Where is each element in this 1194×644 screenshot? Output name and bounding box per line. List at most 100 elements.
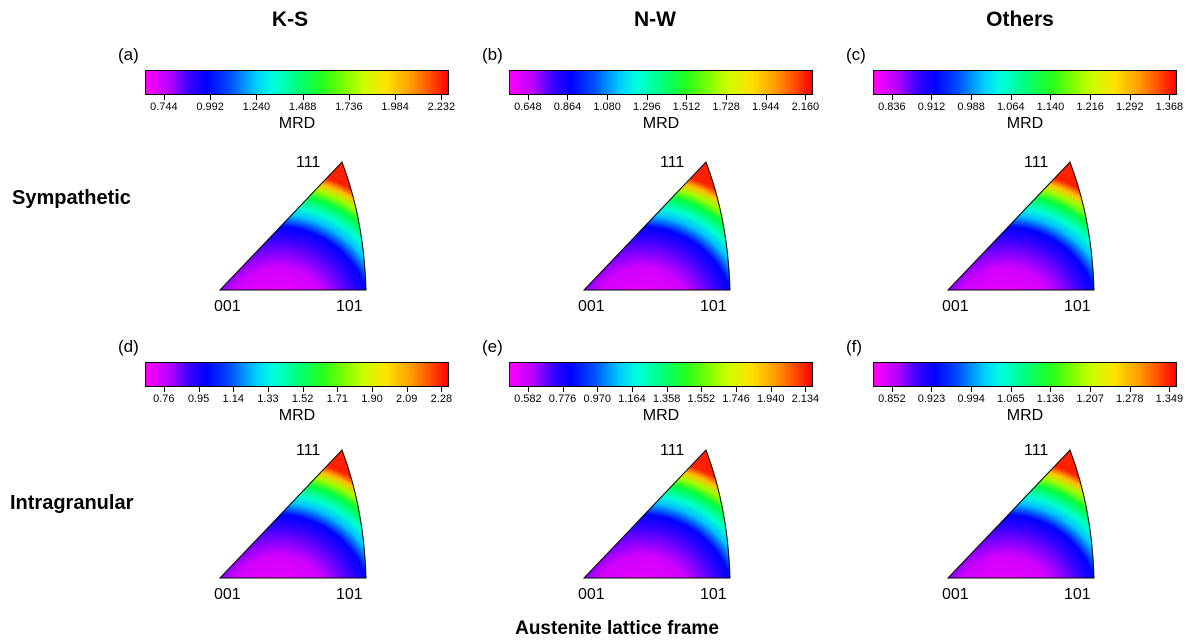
colorbar-label: MRD [642, 407, 680, 424]
colorbar-label: MRD [278, 115, 316, 132]
colorbar-tick-label: 1.292 [1115, 101, 1144, 113]
colorbar [145, 362, 449, 387]
colorbar [509, 362, 813, 387]
colorbar-tick [1010, 387, 1012, 392]
colorbar-tick-label: 0.994 [957, 393, 985, 405]
colorbar-tick-label: 2.134 [791, 393, 820, 405]
colorbar-tick [971, 387, 973, 392]
colorbar-tick [527, 95, 529, 100]
pole-001-label: 001 [214, 586, 241, 603]
colorbar-tick [666, 387, 668, 392]
colorbar-tick [1129, 387, 1131, 392]
colorbar-tick-label: 0.970 [583, 393, 611, 405]
colorbar-tick [441, 95, 443, 100]
colorbar-tick-label: 1.080 [593, 101, 621, 113]
pole-001-label: 001 [578, 586, 605, 603]
colorbar-tick [406, 387, 408, 392]
colorbar-tick [256, 95, 258, 100]
pole-101-label: 101 [336, 298, 363, 315]
colorbar-tick-label: 1.488 [288, 101, 317, 113]
colorbar [145, 70, 449, 95]
colorbar-tick [210, 95, 212, 100]
colorbar-tick [1169, 95, 1171, 100]
colorbar-tick-label: 1.164 [618, 393, 646, 405]
ipf-triangle [582, 161, 731, 291]
panel-label: (b) [482, 45, 503, 64]
colorbar-tick [1169, 387, 1171, 392]
colorbar-tick-label: 1.14 [222, 393, 244, 405]
pole-111-label: 111 [1024, 442, 1049, 459]
colorbar-tick-label: 2.28 [430, 393, 453, 405]
colorbar-tick [1090, 387, 1092, 392]
figure-footer: Austenite lattice frame [515, 618, 719, 639]
colorbar-tick-label: 0.864 [553, 101, 582, 113]
pole-111-label: 111 [1024, 154, 1049, 171]
colorbar-tick [372, 387, 373, 392]
colorbar-tick [765, 95, 767, 100]
colorbar-tick-label: 1.368 [1155, 101, 1184, 113]
colorbar-tick-label: 0.988 [957, 101, 985, 113]
colorbar-tick [701, 387, 703, 392]
pole-001-label: 001 [214, 298, 241, 315]
colorbar-tick-label: 1.33 [257, 393, 279, 405]
colorbar-tick [562, 387, 564, 392]
ipf-fill [582, 449, 731, 579]
pole-101-label: 101 [1064, 298, 1091, 315]
ipf-triangle [946, 161, 1095, 291]
colorbar [509, 70, 813, 95]
colorbar-tick [1050, 95, 1052, 100]
colorbar-tick [233, 387, 235, 392]
colorbar-tick-label: 1.736 [335, 101, 363, 113]
colorbar-tick-label: 1.552 [687, 393, 716, 405]
colorbar-tick-label: 1.52 [291, 393, 314, 405]
pole-101-label: 101 [700, 298, 727, 315]
colorbar-tick [395, 95, 397, 100]
colorbar-tick-label: 0.852 [878, 393, 906, 405]
colorbar-label: MRD [1006, 115, 1044, 132]
pole-001-label: 001 [578, 298, 605, 315]
colorbar-tick-label: 1.71 [326, 393, 349, 405]
pole-111-label: 111 [296, 442, 321, 459]
colorbar-tick-label: 0.992 [196, 101, 224, 113]
colorbar-tick-label: 0.95 [187, 393, 210, 405]
colorbar-tick [441, 387, 443, 392]
colorbar-tick [527, 387, 529, 392]
colorbar-tick-label: 0.923 [917, 393, 946, 405]
colorbar-tick [631, 387, 633, 392]
pole-001-label: 001 [942, 586, 969, 603]
colorbar-tick-label: 0.76 [153, 393, 175, 405]
ipf-triangle [218, 449, 367, 579]
ipf-fill [582, 161, 731, 291]
colorbar-tick-label: 2.09 [395, 393, 418, 405]
colorbar-tick-label: 1.349 [1155, 393, 1184, 405]
panel-label: (a) [118, 45, 139, 64]
colorbar-tick-label: 2.160 [791, 101, 820, 113]
pole-111-label: 111 [660, 442, 685, 459]
ipf-fill [946, 161, 1095, 291]
colorbar-tick-label: 1.207 [1076, 393, 1104, 405]
colorbar [873, 70, 1177, 95]
colorbar-tick-label: 1.944 [751, 101, 780, 113]
panel-label: (e) [482, 337, 503, 356]
colorbar-label: MRD [1006, 407, 1044, 424]
ipf-fill [946, 449, 1095, 579]
ipf-fill [218, 161, 367, 291]
colorbar-tick-label: 1.746 [722, 393, 750, 405]
column-title-ks: K-S [271, 8, 309, 31]
colorbar-tick [770, 387, 772, 392]
ipf-triangle [218, 161, 367, 291]
colorbar-tick-label: 1.064 [997, 101, 1025, 113]
colorbar-tick [726, 95, 728, 100]
panel-label: (c) [846, 45, 866, 64]
colorbar-tick [567, 95, 569, 100]
colorbar-tick [931, 387, 933, 392]
colorbar-tick [805, 95, 807, 100]
colorbar-tick-label: 1.512 [672, 101, 701, 113]
colorbar-tick-label: 0.582 [514, 393, 542, 405]
ipf-fill [218, 449, 367, 579]
colorbar-tick [1050, 387, 1052, 392]
colorbar [873, 362, 1177, 387]
colorbar-tick [805, 387, 807, 392]
colorbar-tick-label: 1.065 [997, 393, 1025, 405]
colorbar-tick [302, 387, 304, 392]
